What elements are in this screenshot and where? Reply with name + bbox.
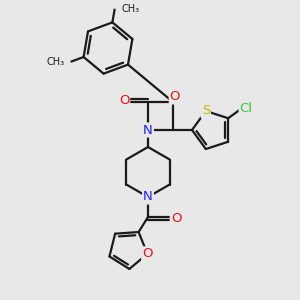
Text: S: S xyxy=(202,104,210,118)
Text: N: N xyxy=(143,124,153,136)
Text: O: O xyxy=(119,94,129,107)
Text: O: O xyxy=(170,91,180,103)
Text: Cl: Cl xyxy=(240,102,253,115)
Text: N: N xyxy=(143,190,153,203)
Text: O: O xyxy=(142,247,153,260)
Text: O: O xyxy=(171,212,181,225)
Text: CH₃: CH₃ xyxy=(46,56,64,67)
Text: CH₃: CH₃ xyxy=(122,4,140,14)
